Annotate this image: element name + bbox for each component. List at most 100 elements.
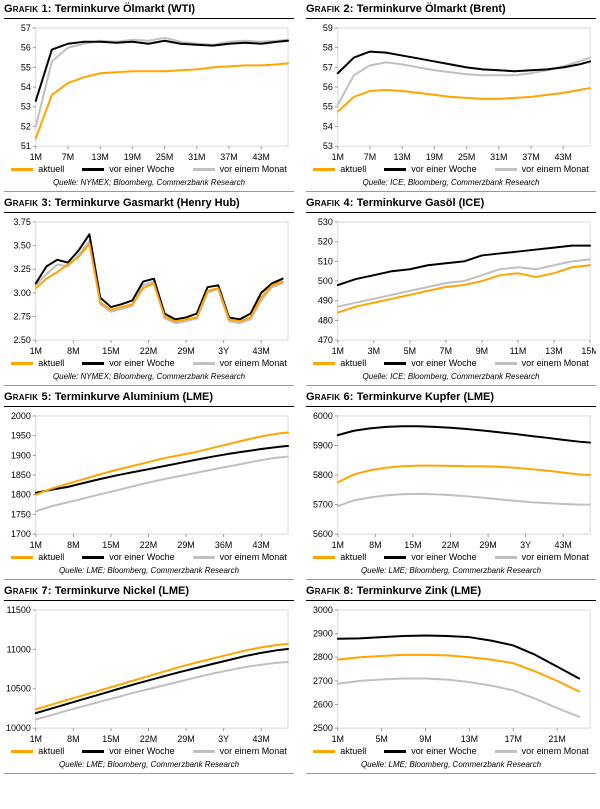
legend-swatch-woche-icon bbox=[82, 168, 105, 172]
legend-swatch-monat-icon bbox=[192, 750, 215, 754]
svg-text:470: 470 bbox=[318, 335, 333, 345]
svg-text:8M: 8M bbox=[369, 540, 381, 550]
legend-swatch-woche-icon bbox=[384, 362, 407, 366]
svg-text:31M: 31M bbox=[188, 152, 205, 162]
chart-label: Grafik 6: bbox=[306, 391, 354, 404]
legend-item-vor-einem-monat: vor einem Monat bbox=[494, 164, 589, 175]
svg-text:56: 56 bbox=[21, 43, 31, 53]
legend-swatch-monat-icon bbox=[192, 362, 215, 366]
svg-text:22M: 22M bbox=[140, 346, 157, 356]
legend-label-vor-einer-woche: vor einer Woche bbox=[411, 552, 477, 563]
svg-text:52: 52 bbox=[21, 121, 31, 131]
source-note: Quelle: LME; Bloomberg, Commerzbank Rese… bbox=[58, 760, 240, 770]
legend-item-vor-einem-monat: vor einem Monat bbox=[192, 746, 287, 757]
svg-text:5900: 5900 bbox=[313, 441, 333, 451]
legend-item-aktuell: aktuell bbox=[11, 164, 64, 175]
chart-title: Grafik 4: Terminkurve Gasöl (ICE) bbox=[306, 196, 596, 214]
legend-label-aktuell: aktuell bbox=[38, 358, 65, 369]
svg-text:1M: 1M bbox=[30, 734, 42, 744]
svg-text:22M: 22M bbox=[140, 540, 157, 550]
source-note: Quelle: ICE, Bloomberg, Commerzbank Rese… bbox=[362, 178, 540, 188]
svg-text:1M: 1M bbox=[332, 734, 344, 744]
svg-text:3.25: 3.25 bbox=[13, 264, 30, 274]
chart-title: Grafik 7: Terminkurve Nickel (LME) bbox=[4, 584, 294, 602]
legend-label-aktuell: aktuell bbox=[38, 552, 65, 563]
legend-label-vor-einem-monat: vor einem Monat bbox=[521, 552, 589, 563]
chart-title: Grafik 1: Terminkurve Ölmarkt (WTI) bbox=[4, 2, 294, 19]
svg-text:2800: 2800 bbox=[313, 652, 333, 662]
legend-label-vor-einem-monat: vor einem Monat bbox=[521, 746, 589, 757]
chart-title: Grafik 2: Terminkurve Ölmarkt (Brent) bbox=[306, 2, 596, 19]
svg-text:1M: 1M bbox=[332, 346, 344, 356]
chart-legend: aktuell vor einer Woche vor einem Monat bbox=[4, 358, 294, 369]
svg-text:43M: 43M bbox=[253, 346, 270, 356]
legend-label-vor-einem-monat: vor einem Monat bbox=[219, 552, 287, 563]
svg-text:3000: 3000 bbox=[313, 605, 333, 615]
legend-label-vor-einem-monat: vor einem Monat bbox=[219, 164, 287, 175]
svg-text:2000: 2000 bbox=[11, 411, 31, 421]
svg-text:1700: 1700 bbox=[11, 529, 31, 539]
svg-text:2.75: 2.75 bbox=[13, 311, 30, 321]
legend-item-vor-einem-monat: vor einem Monat bbox=[494, 552, 589, 563]
legend-swatch-aktuell-icon bbox=[313, 168, 336, 172]
legend-swatch-aktuell-icon bbox=[11, 362, 34, 366]
svg-text:3.50: 3.50 bbox=[13, 241, 30, 251]
source-note: Quelle: LME; Bloomberg, Commerzbank Rese… bbox=[360, 760, 542, 770]
svg-text:520: 520 bbox=[318, 237, 333, 247]
chart-legend: aktuell vor einer Woche vor einem Monat bbox=[306, 552, 596, 563]
chart-legend: aktuell vor einer Woche vor einem Monat bbox=[4, 552, 294, 563]
svg-text:43M: 43M bbox=[555, 540, 572, 550]
svg-text:59: 59 bbox=[323, 23, 333, 33]
svg-text:19M: 19M bbox=[124, 152, 141, 162]
legend-item-aktuell: aktuell bbox=[313, 164, 366, 175]
line-chart: 1700 1750 1800 1850 1900 1950 2000 1M 8M 15M 22M 29… bbox=[4, 410, 294, 551]
legend-item-vor-einem-monat: vor einem Monat bbox=[494, 746, 589, 757]
svg-text:13M: 13M bbox=[461, 734, 478, 744]
chart-panel: Grafik 1: Terminkurve Ölmarkt (WTI) 51 52… bbox=[4, 2, 294, 193]
svg-text:1M: 1M bbox=[30, 540, 42, 550]
svg-text:15M: 15M bbox=[581, 346, 596, 356]
svg-text:10500: 10500 bbox=[6, 684, 31, 694]
svg-text:29M: 29M bbox=[479, 540, 496, 550]
svg-text:29M: 29M bbox=[177, 540, 194, 550]
svg-text:510: 510 bbox=[318, 256, 333, 266]
svg-text:2600: 2600 bbox=[313, 700, 333, 710]
svg-text:25M: 25M bbox=[458, 152, 475, 162]
svg-text:3Y: 3Y bbox=[520, 540, 531, 550]
legend-item-aktuell: aktuell bbox=[313, 358, 366, 369]
svg-text:5600: 5600 bbox=[313, 529, 333, 539]
legend-label-vor-einem-monat: vor einem Monat bbox=[219, 358, 287, 369]
legend-swatch-woche-icon bbox=[82, 750, 105, 754]
legend-item-vor-einem-monat: vor einem Monat bbox=[494, 358, 589, 369]
legend-swatch-woche-icon bbox=[384, 168, 407, 172]
chart-title-text: Terminkurve Zink (LME) bbox=[356, 585, 482, 598]
legend-label-aktuell: aktuell bbox=[38, 164, 65, 175]
svg-text:19M: 19M bbox=[426, 152, 443, 162]
svg-text:5M: 5M bbox=[375, 734, 387, 744]
svg-text:57: 57 bbox=[21, 23, 31, 33]
svg-text:7M: 7M bbox=[62, 152, 74, 162]
legend-label-vor-einer-woche: vor einer Woche bbox=[109, 552, 175, 563]
svg-text:8M: 8M bbox=[67, 346, 79, 356]
svg-text:530: 530 bbox=[318, 217, 333, 227]
legend-label-vor-einer-woche: vor einer Woche bbox=[411, 358, 477, 369]
svg-text:10000: 10000 bbox=[6, 723, 31, 733]
legend-swatch-aktuell-icon bbox=[11, 168, 34, 172]
svg-text:500: 500 bbox=[318, 276, 333, 286]
legend-label-aktuell: aktuell bbox=[340, 164, 367, 175]
svg-text:2700: 2700 bbox=[313, 676, 333, 686]
chart-label: Grafik 2: bbox=[306, 3, 354, 15]
legend-swatch-aktuell-icon bbox=[313, 362, 336, 366]
chart-title: Grafik 8: Terminkurve Zink (LME) bbox=[306, 584, 596, 602]
legend-swatch-woche-icon bbox=[384, 556, 407, 560]
svg-text:1850: 1850 bbox=[11, 470, 31, 480]
legend-label-vor-einer-woche: vor einer Woche bbox=[109, 358, 175, 369]
legend-swatch-aktuell-icon bbox=[11, 750, 34, 754]
legend-swatch-woche-icon bbox=[82, 362, 105, 366]
legend-item-vor-einer-woche: vor einer Woche bbox=[384, 358, 477, 369]
legend-label-vor-einem-monat: vor einem Monat bbox=[521, 358, 589, 369]
svg-text:5700: 5700 bbox=[313, 500, 333, 510]
svg-text:29M: 29M bbox=[177, 734, 194, 744]
legend-item-vor-einem-monat: vor einem Monat bbox=[192, 552, 287, 563]
chart-panel: Grafik 6: Terminkurve Kupfer (LME) 5600 5… bbox=[306, 390, 596, 581]
